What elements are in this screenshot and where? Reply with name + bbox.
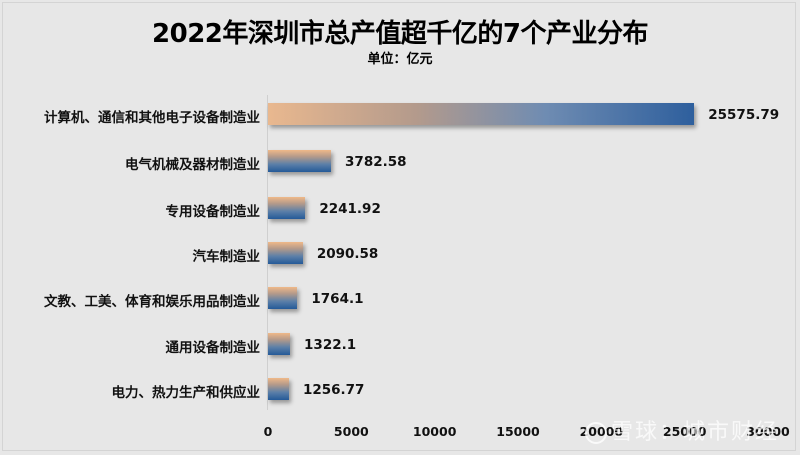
value-label: 1256.77 (302, 382, 365, 398)
value-label: 2090.58 (316, 246, 379, 262)
category-label: 电力、热力生产和供应业 (111, 385, 261, 401)
x-axis-ticks: 0 5000 10000 15000 20000 25000 30000 (0, 424, 800, 444)
value-label: 1322.1 (304, 337, 357, 353)
bar (268, 103, 695, 125)
chart-frame (2, 2, 796, 451)
x-tick-label: 25000 (662, 424, 707, 439)
bar (268, 333, 291, 355)
bar-row: 文教、工美、体育和娱乐用品制造业 1764.1 (0, 285, 800, 315)
value-label: 1764.1 (311, 291, 364, 307)
snowball-logo-icon (585, 422, 607, 444)
category-label: 汽车制造业 (192, 249, 261, 265)
category-label: 文教、工美、体育和娱乐用品制造业 (44, 294, 260, 310)
bar-row: 专用设备制造业 2241.92 (0, 195, 800, 225)
category-label: 计算机、通信和其他电子设备制造业 (44, 110, 260, 126)
bar-row: 电力、热力生产和供应业 1256.77 (0, 376, 800, 406)
bar (268, 242, 303, 264)
y-axis-line (267, 95, 268, 410)
bar-row: 计算机、通信和其他电子设备制造业 25575.79 (0, 101, 800, 131)
value-label: 25575.79 (708, 107, 780, 123)
x-tick-label: 15000 (496, 424, 540, 439)
category-label: 通用设备制造业 (165, 340, 261, 356)
value-label: 3782.58 (345, 154, 407, 170)
chart-subtitle: 单位：亿元 (367, 52, 433, 67)
bar (268, 287, 298, 309)
category-label: 电气机械及器材制造业 (125, 157, 260, 173)
x-tick-label: 5000 (333, 424, 369, 439)
category-label: 专用设备制造业 (165, 204, 261, 220)
bar-row: 电气机械及器材制造业 3782.58 (0, 148, 800, 178)
bar (268, 150, 332, 172)
bar-row: 汽车制造业 2090.58 (0, 240, 800, 270)
bar (268, 197, 306, 219)
x-tick-label: 30000 (746, 424, 790, 439)
x-tick-label: 0 (263, 424, 273, 439)
watermark: 雪球：城市财经 (585, 414, 779, 446)
bar (268, 378, 289, 400)
chart-title: 2022年深圳市总产值超千亿的7个产业分布 (152, 19, 648, 49)
value-label: 2241.92 (319, 201, 381, 217)
x-tick-label: 10000 (412, 424, 457, 439)
bar-row: 通用设备制造业 1322.1 (0, 331, 800, 361)
